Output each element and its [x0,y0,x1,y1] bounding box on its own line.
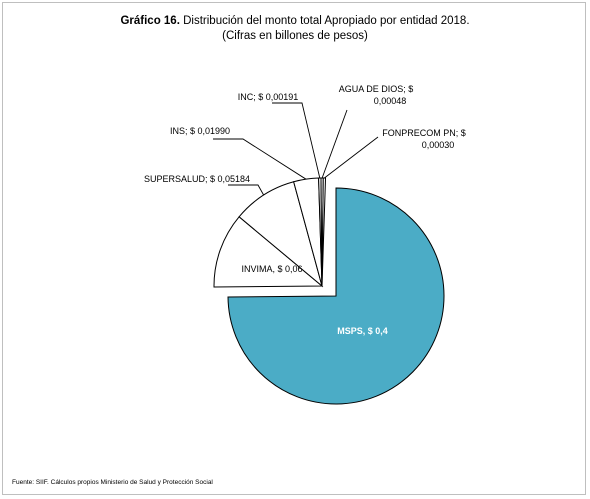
data-label-invima: INVIMA, $ 0,06 [242,264,303,274]
data-label-fonprecom-pn-line-2: 0,00030 [422,140,455,150]
chart-title-prefix: Gráfico 16. [120,15,180,27]
leader-line-supersalud [228,184,265,196]
source-note: Fuente: SIIF. Cálculos propios Ministeri… [12,479,213,486]
leader-line-ins [213,138,307,180]
data-label-agua-de-dios-line-2: 0,00048 [374,96,407,106]
data-label-fonprecom-pn-line-1: FONPRECOM PN; $ [382,128,466,138]
data-label-agua-de-dios-line-1: AGUA DE DIOS; $ [339,84,414,94]
data-label-msps: MSPS, $ 0,4 [337,326,388,336]
leader-line-inc [272,102,321,179]
data-label-supersalud: SUPERSALUD; $ 0,05184 [144,174,250,184]
chart-subtitle: (Cifras en billones de pesos) [222,30,368,42]
chart-title: Gráfico 16. Distribución del monto total… [0,14,590,44]
leader-line-fonprecom-pn [324,136,379,179]
data-label-ins: INS; $ 0,01990 [170,126,230,136]
leader-line-agua-de-dios [321,109,348,179]
data-label-inc: INC; $ 0,00191 [238,92,299,102]
chart-title-text: Distribución del monto total Apropiado p… [183,15,470,27]
pie-slice-invima [213,216,324,288]
chart-frame [2,2,586,495]
pie-slice-msps [227,187,445,405]
